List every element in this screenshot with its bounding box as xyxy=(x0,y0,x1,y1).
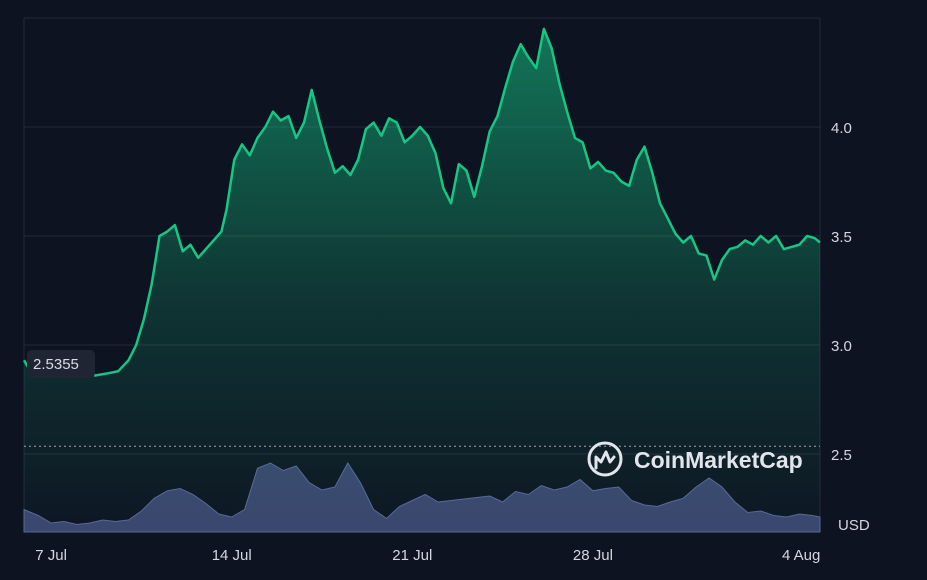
x-tick-label-21-Jul: 21 Jul xyxy=(392,547,432,564)
start-value-tag xyxy=(27,350,95,378)
area-layer xyxy=(24,28,820,533)
x-tick-label-28-Jul: 28 Jul xyxy=(573,547,613,564)
y-tick-label-3.0: 3.0 xyxy=(831,338,852,355)
x-tick-label-4-Aug: 4 Aug xyxy=(782,547,820,564)
watermark-text: CoinMarketCap xyxy=(634,447,803,473)
start-value-label: 2.5355 xyxy=(33,356,79,373)
x-tick-label-7-Jul: 7 Jul xyxy=(35,547,67,564)
currency-label: USD xyxy=(838,517,870,534)
axis-layer: 2.5 3.0 3.5 4.0 7 Jul 14 Jul 21 Jul 28 Jul 4 Aug xyxy=(35,120,852,564)
price-area xyxy=(24,28,820,533)
y-tick-label-4.0: 4.0 xyxy=(831,120,852,137)
price-line[interactable] xyxy=(22,27,821,377)
coinmarketcap-logo-icon xyxy=(587,441,623,477)
x-tick-label-14-Jul: 14 Jul xyxy=(212,547,252,564)
y-tick-label-2.5: 2.5 xyxy=(831,447,852,464)
y-tick-label-3.5: 3.5 xyxy=(831,229,852,246)
line-layer[interactable] xyxy=(22,27,821,377)
